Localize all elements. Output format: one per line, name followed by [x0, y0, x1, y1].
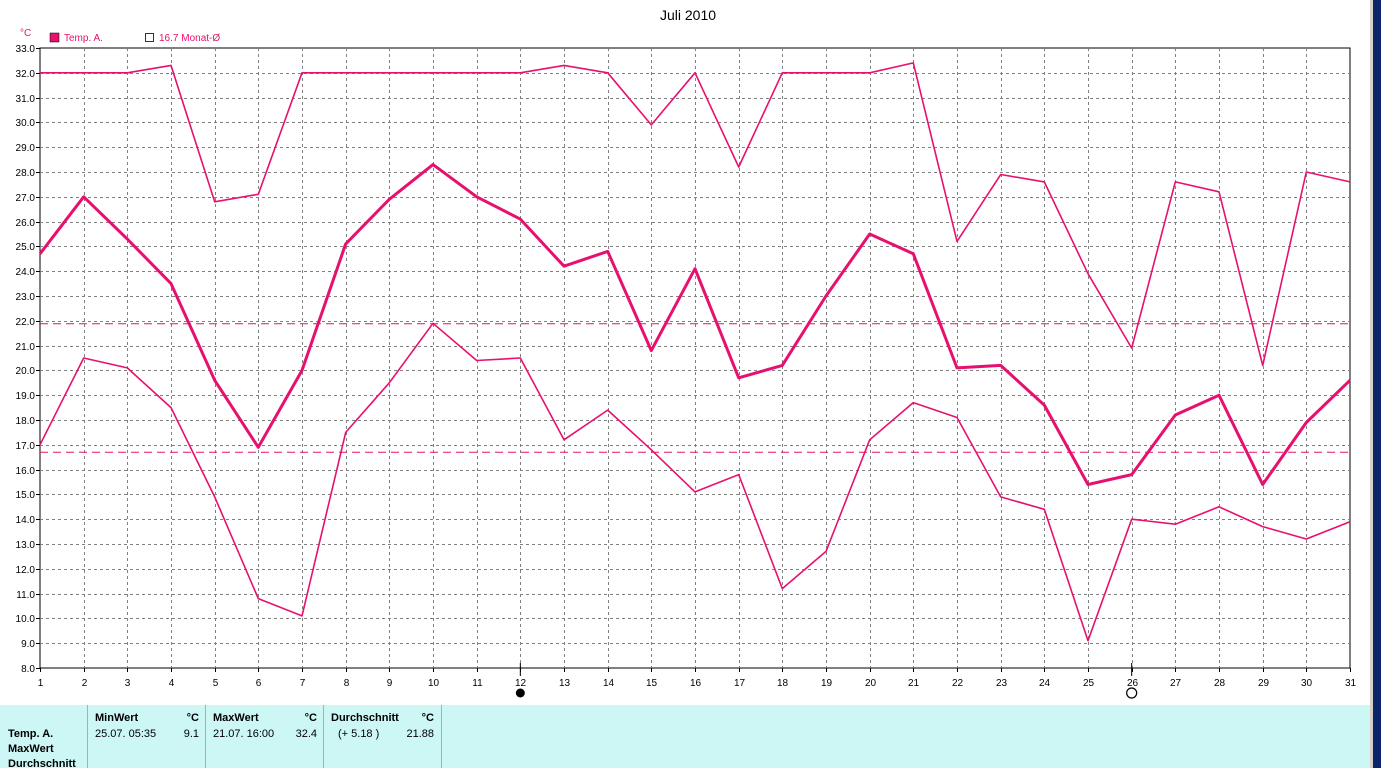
- stats-col-max: MaxWert °C 21.07. 16:00 32.4: [205, 705, 324, 768]
- stats-row-avg: Durchschnitt: [8, 758, 76, 770]
- y-tick-label: 24.0: [16, 267, 36, 278]
- max-unit: °C: [304, 712, 317, 724]
- y-tick-label: 14.0: [16, 515, 36, 526]
- series-line-min: [39, 322, 1351, 642]
- x-tick-label: 6: [256, 678, 262, 689]
- y-tick-label: 33.0: [16, 44, 36, 55]
- legend-label-temp: Temp. A.: [64, 33, 103, 44]
- x-tick-label: 11: [472, 678, 483, 689]
- y-axis: 8.0 9.0 10.0 11.0 12.0 13.0 14.0 15.0 16.0 17.0 18…: [16, 44, 40, 675]
- avg-header: Durchschnitt: [331, 712, 399, 724]
- y-tick-label: 11.0: [16, 590, 35, 601]
- max-value: 32.4: [295, 728, 317, 740]
- window-edge: [1370, 0, 1381, 768]
- series-lines: [38, 62, 1352, 642]
- x-tick-label: 7: [300, 678, 306, 689]
- x-tick-label: 22: [952, 678, 964, 689]
- y-tick-label: 23.0: [16, 292, 36, 303]
- y-tick-label: 27.0: [16, 193, 36, 204]
- x-tick-label: 4: [169, 678, 175, 689]
- window-edge-dark: [1373, 0, 1381, 768]
- min-value: 9.1: [183, 728, 199, 740]
- y-tick-label: 15.0: [16, 490, 36, 501]
- x-axis: 1 2 3 4 5 6 7 8 9 10 11 12 13 14 15 16 17 18 19 20 21 22 23 24 2…: [38, 668, 1357, 689]
- x-tick-label: 27: [1170, 678, 1182, 689]
- stats-row-temp: Temp. A.: [8, 728, 54, 740]
- stats-col-avg: Durchschnitt °C (+ 5.18 ) 21.88: [323, 705, 442, 768]
- y-tick-label: 21.0: [16, 342, 36, 353]
- avg-when: (+ 5.18 ): [338, 728, 380, 740]
- grid: [39, 47, 1351, 669]
- x-tick-label: 3: [125, 678, 131, 689]
- x-tick-label: 29: [1258, 678, 1270, 689]
- x-tick-label: 21: [908, 678, 920, 689]
- y-tick-label: 9.0: [21, 639, 35, 650]
- x-tick-label: 23: [996, 678, 1008, 689]
- min-when: 25.07. 05:35: [95, 728, 157, 740]
- x-tick-label: 20: [865, 678, 877, 689]
- y-tick-label: 25.0: [16, 242, 36, 253]
- y-tick-label: 16.0: [16, 466, 36, 477]
- x-tick-label: 26: [1127, 678, 1139, 689]
- y-tick-label: 28.0: [16, 168, 36, 179]
- reference-lines: [40, 323, 1350, 453]
- x-tick-label: 31: [1345, 678, 1357, 689]
- x-tick-label: 5: [213, 678, 219, 689]
- x-tick-label: 28: [1214, 678, 1226, 689]
- x-tick-label: 19: [821, 678, 833, 689]
- temperature-chart: Juli 2010 °C Temp. A. 16.7 Monat-Ø 8.0 9.…: [16, 7, 1357, 699]
- x-tick-label: 12: [515, 678, 527, 689]
- legend: Temp. A. 16.7 Monat-Ø: [49, 32, 220, 44]
- y-tick-label: 13.0: [16, 540, 36, 551]
- y-tick-label: 30.0: [16, 118, 36, 129]
- x-tick-label: 15: [646, 678, 658, 689]
- new-moon-icon: [1126, 687, 1138, 699]
- y-tick-label: 31.0: [16, 94, 36, 105]
- legend-swatch-temp: [49, 32, 60, 43]
- x-tick-label: 25: [1083, 678, 1095, 689]
- y-unit-label: °C: [20, 28, 31, 39]
- y-tick-label: 12.0: [16, 565, 36, 576]
- chart-title: Juli 2010: [660, 7, 716, 23]
- x-tick-label: 2: [82, 678, 88, 689]
- y-tick-label: 17.0: [16, 441, 36, 452]
- avg-unit: °C: [421, 712, 434, 724]
- y-tick-label: 10.0: [16, 614, 36, 625]
- y-tick-label: 18.0: [16, 416, 36, 427]
- legend-label-avg: 16.7 Monat-Ø: [159, 33, 220, 44]
- x-tick-label: 10: [428, 678, 440, 689]
- window-edge-light: [1370, 0, 1374, 768]
- x-tick-label: 13: [559, 678, 571, 689]
- min-header: MinWert: [95, 712, 139, 724]
- series-line-max: [40, 62, 1351, 367]
- y-tick-label: 22.0: [16, 317, 36, 328]
- x-tick-label: 14: [603, 678, 615, 689]
- y-tick-label: 26.0: [16, 218, 36, 229]
- legend-swatch-avg: [145, 33, 154, 42]
- x-tick-label: 1: [38, 678, 44, 689]
- avg-value: 21.88: [406, 728, 434, 740]
- x-tick-label: 16: [690, 678, 702, 689]
- x-tick-label: 30: [1301, 678, 1313, 689]
- moon-phases: [515, 663, 1138, 699]
- x-tick-label: 9: [387, 678, 393, 689]
- x-tick-label: 24: [1039, 678, 1051, 689]
- stats-row-max: MaxWert: [8, 743, 54, 755]
- y-tick-label: 32.0: [16, 69, 36, 80]
- y-tick-label: 29.0: [16, 143, 36, 154]
- y-tick-label: 8.0: [21, 664, 35, 675]
- full-moon-icon: [515, 688, 525, 698]
- stats-col-min: MinWert °C 25.07. 05:35 9.1: [87, 705, 206, 768]
- max-when: 21.07. 16:00: [213, 728, 275, 740]
- x-tick-label: 17: [734, 678, 746, 689]
- y-tick-label: 19.0: [16, 391, 36, 402]
- series-line-avg: [38, 163, 1352, 486]
- min-unit: °C: [186, 712, 199, 724]
- stats-panel: Temp. A. MaxWert Durchschnitt MinWert °C…: [0, 705, 1370, 770]
- x-tick-label: 18: [777, 678, 789, 689]
- y-tick-label: 20.0: [16, 366, 36, 377]
- max-header: MaxWert: [213, 712, 259, 724]
- x-tick-label: 8: [344, 678, 350, 689]
